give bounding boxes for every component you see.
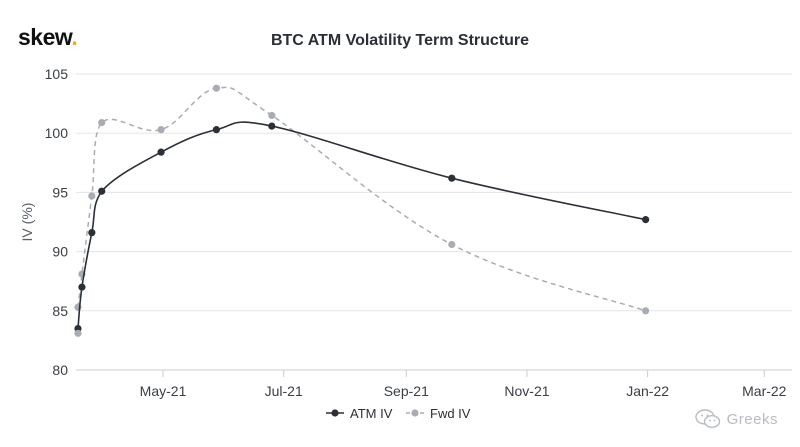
data-point-atm-iv [642,216,650,224]
data-point-atm-iv [78,283,86,291]
axis-layer: 80 85 90 95 100 105 IV (%) May-21 Jul-21 Sep-21 No… [19,66,792,399]
legend-marker-fwd-iv [411,409,419,417]
legend-label-atm-iv: ATM IV [350,406,393,421]
x-tick-label: Mar-22 [742,383,787,399]
data-point-extra [74,329,82,337]
x-tick-label: Sep-21 [384,383,429,399]
data-point-atm-iv [157,148,165,156]
y-tick-label: 105 [45,66,69,82]
data-point-atm-iv [268,122,276,130]
brand-name: skew [18,24,72,50]
data-point-atm-iv [448,174,456,182]
data-point-fwd-iv [642,307,650,315]
watermark-text: Greeks [726,410,778,428]
wechat-icon [694,409,720,429]
y-axis-title: IV (%) [19,203,35,242]
grid-layer [76,73,792,371]
data-point-atm-iv [212,126,221,134]
series-layer [74,84,650,337]
brand-logo: skew. [18,24,78,51]
legend-label-fwd-iv: Fwd IV [430,406,471,421]
x-tick-label: Nov-21 [504,383,549,399]
y-tick-label: 95 [52,184,68,200]
x-tick-label: Jan-22 [626,383,669,399]
series-line-fwd-iv [77,86,646,312]
chart-title: BTC ATM Volatility Term Structure [271,32,529,49]
data-point-fwd-iv [268,111,276,120]
x-tick-label: Jul-21 [265,383,303,399]
x-tick-label: May-21 [140,383,187,399]
chart-legend: ATM IV Fwd IV [326,406,471,421]
data-point-atm-iv [88,229,96,237]
y-tick-label: 90 [52,244,68,260]
data-point-fwd-iv [157,126,165,134]
y-tick-label: 100 [45,125,69,141]
data-point-atm-iv [98,187,106,195]
y-tick-label: 85 [52,303,68,319]
y-tick-label: 80 [52,362,68,378]
data-point-fwd-iv [448,240,456,249]
data-point-fwd-iv [88,192,96,200]
data-point-fwd-iv [212,84,221,92]
data-point-fwd-iv [98,118,106,127]
watermark: Greeks [694,409,778,429]
brand-dot: . [71,24,78,50]
legend-marker-atm-iv [331,409,339,417]
